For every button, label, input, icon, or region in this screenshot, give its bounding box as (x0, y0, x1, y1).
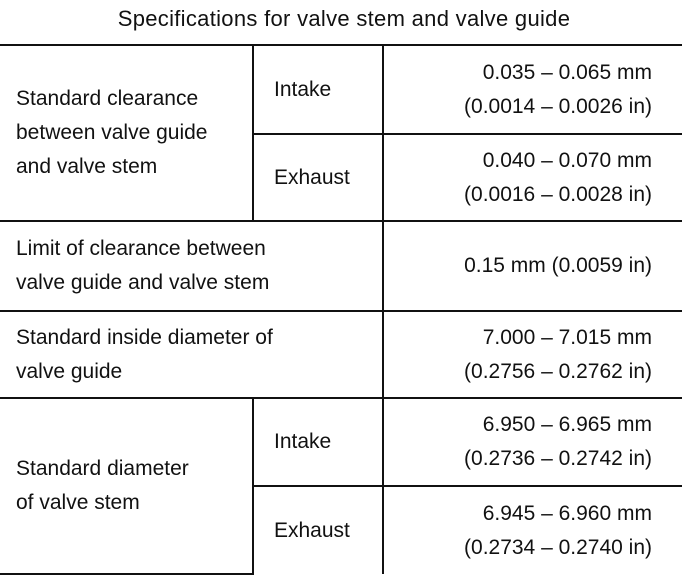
value-mm: 6.950 – 6.965 mm (482, 413, 652, 436)
table-row: Standard diameter of valve stem Intake 6… (0, 397, 682, 575)
clearance-description-line: Standard clearance (16, 87, 199, 110)
guide-diameter-description: Standard inside diameter of valve guide (0, 310, 384, 399)
value-mm: 0.040 – 0.070 mm (482, 148, 652, 172)
clearance-intake-value: 0.035 – 0.065 mm (0.0014 – 0.0026 in) (382, 44, 682, 135)
limit-description-line: valve guide and valve stem (16, 271, 270, 294)
limit-description: Limit of clearance between valve guide a… (0, 220, 384, 312)
value-inch: (0.2734 – 0.2740 in) (464, 535, 652, 559)
value-mm: 6.945 – 6.960 mm (482, 501, 652, 525)
guide-diameter-description-line: valve guide (16, 359, 123, 383)
table-row: Exhaust 6.945 – 6.960 mm (0.2734 – 0.274… (0, 485, 682, 574)
guide-diameter-description-line: Standard inside diameter of (16, 325, 273, 349)
value-inch: (0.0016 – 0.0028 in) (464, 182, 652, 206)
value-inch: (0.0014 – 0.0026 in) (464, 94, 652, 118)
stem-exhaust-value: 6.945 – 6.960 mm (0.2734 – 0.2740 in) (382, 485, 682, 574)
clearance-description-line: between valve guide (16, 121, 208, 144)
spec-table: Standard clearance between valve guide a… (0, 44, 682, 575)
value-inch: (0.2756 – 0.2762 in) (464, 359, 652, 383)
limit-value: 0.15 mm (0.0059 in) (382, 220, 682, 312)
value-mm: 7.000 – 7.015 mm (482, 325, 652, 349)
clearance-description-line: and valve stem (16, 155, 158, 178)
stem-diameter-description: Standard diameter of valve stem (0, 397, 254, 575)
stem-diameter-description-line: of valve stem (16, 491, 140, 514)
stem-diameter-description-line: Standard diameter (16, 457, 189, 480)
clearance-description: Standard clearance between valve guide a… (0, 44, 254, 222)
table-row: Standard inside diameter of valve guide … (0, 310, 682, 399)
value-mm: 0.035 – 0.065 mm (482, 60, 652, 84)
table-title: Specifications for valve stem and valve … (117, 6, 571, 31)
guide-diameter-value: 7.000 – 7.015 mm (0.2756 – 0.2762 in) (382, 310, 682, 399)
stem-intake-value: 6.950 – 6.965 mm (0.2736 – 0.2742 in) (382, 397, 682, 487)
table-row: Standard clearance between valve guide a… (0, 44, 682, 222)
table-row: Limit of clearance between valve guide a… (0, 220, 682, 312)
limit-description-line: Limit of clearance between (16, 237, 266, 260)
exhaust-label: Exhaust (253, 485, 384, 574)
table-row: Exhaust 0.040 – 0.070 mm (0.0016 – 0.002… (0, 133, 682, 222)
clearance-exhaust-value: 0.040 – 0.070 mm (0.0016 – 0.0028 in) (382, 133, 682, 222)
value-inch: (0.2736 – 0.2742 in) (464, 447, 652, 470)
intake-label: Intake (252, 44, 384, 135)
exhaust-label: Exhaust (253, 133, 384, 222)
intake-label: Intake (252, 397, 384, 487)
value-combined: 0.15 mm (0.0059 in) (464, 254, 652, 277)
